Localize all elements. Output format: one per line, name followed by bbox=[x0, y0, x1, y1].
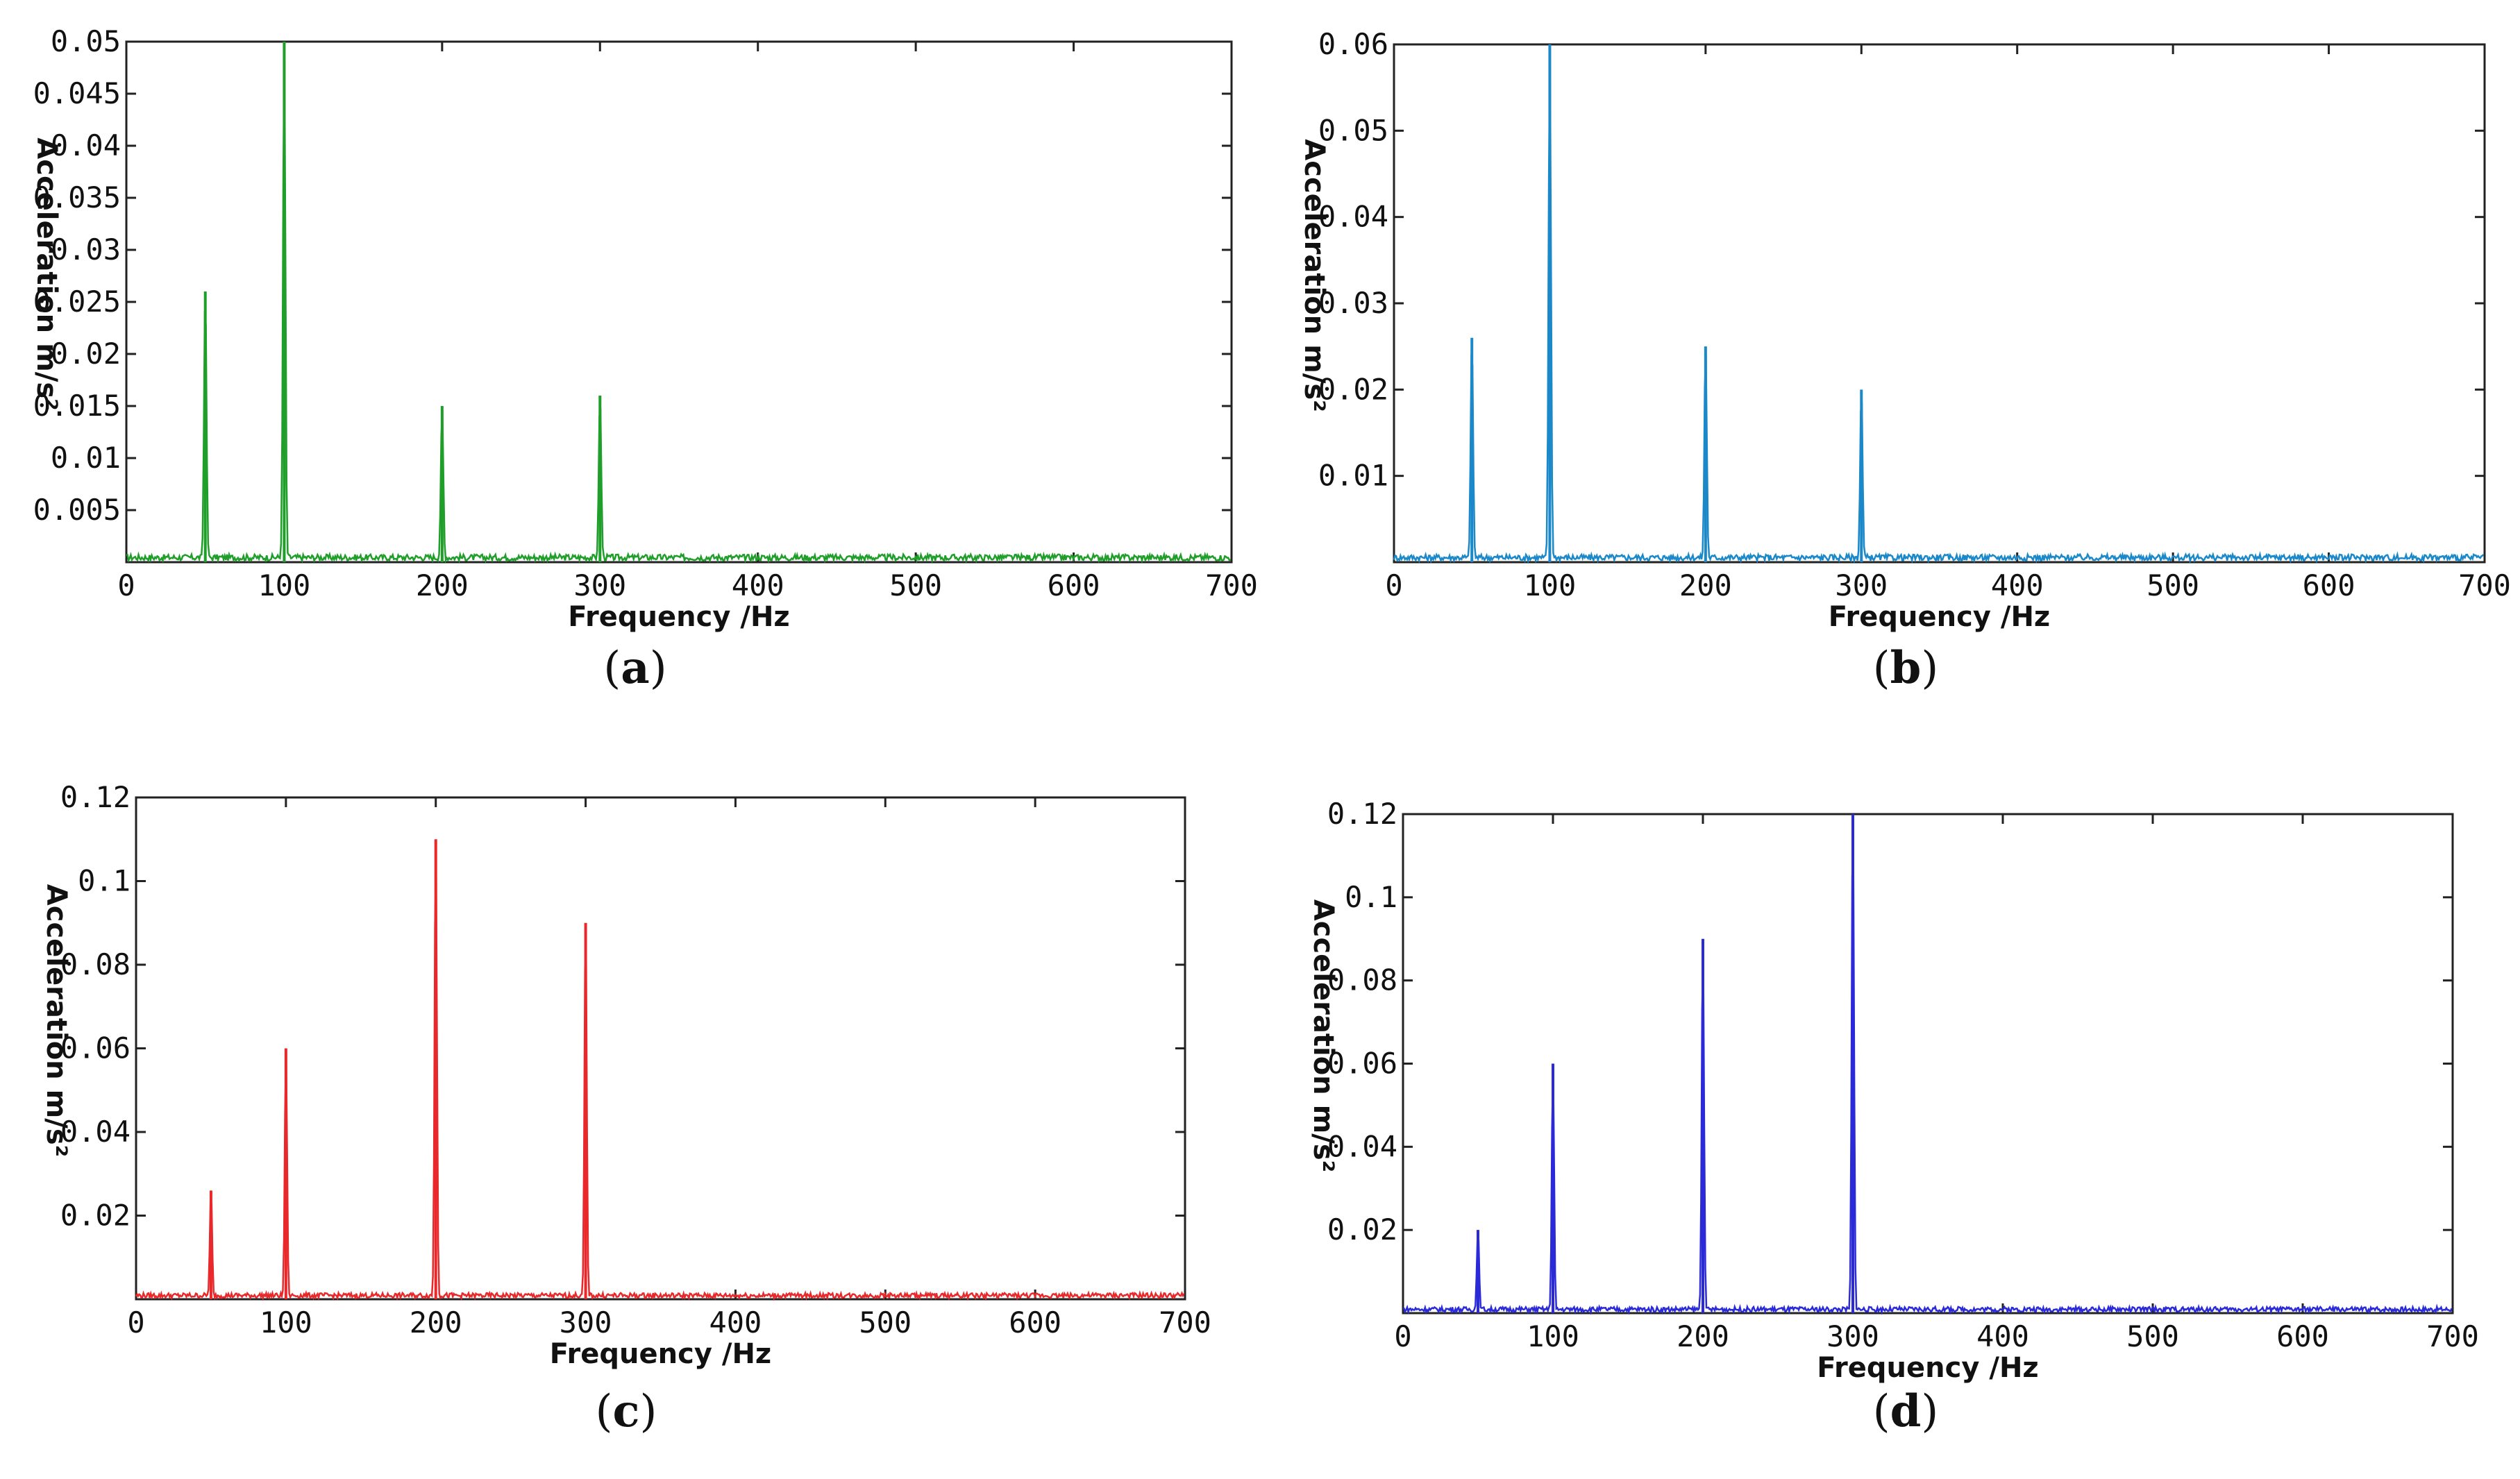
x-tick-label: 100 bbox=[1527, 1319, 1579, 1353]
y-tick-label: 0.06 bbox=[1327, 1047, 1397, 1081]
x-tick-label: 400 bbox=[1991, 568, 2044, 602]
y-tick-label: 0.005 bbox=[33, 493, 121, 527]
x-tick-label: 400 bbox=[1976, 1319, 2029, 1353]
y-tick-label: 0.05 bbox=[51, 24, 121, 58]
y-tick-label: 0.1 bbox=[1345, 880, 1397, 914]
y-tick-label: 0.05 bbox=[1318, 113, 1388, 147]
y-tick-label: 0.02 bbox=[60, 1199, 131, 1233]
x-tick-label: 700 bbox=[2458, 568, 2511, 602]
y-tick-label: 0.02 bbox=[51, 337, 121, 371]
y-tick-label: 0.12 bbox=[60, 780, 131, 814]
panel-letter: c bbox=[612, 1385, 640, 1437]
spectrum-line bbox=[135, 854, 1185, 1301]
x-tick-label: 500 bbox=[2126, 1319, 2179, 1353]
y-axis-title: Acceleration m/s² bbox=[40, 884, 72, 1157]
x-axis-title: Frequency /Hz bbox=[550, 1338, 771, 1370]
x-tick-label: 500 bbox=[2147, 568, 2199, 602]
y-tick-label: 0.015 bbox=[33, 389, 121, 423]
x-axis-title: Frequency /Hz bbox=[568, 601, 789, 633]
y-tick-label: 0.08 bbox=[1327, 963, 1397, 997]
y-axis-title: Acceleration m/s² bbox=[31, 137, 62, 410]
x-tick-label: 600 bbox=[1048, 568, 1100, 602]
y-tick-label: 0.02 bbox=[1327, 1212, 1397, 1246]
y-tick-label: 0.01 bbox=[1318, 459, 1388, 493]
chart-panel-b: 0 100 200 300 400 500 600 700 0.01 0.02 0.03 0.04 0.… bbox=[1260, 0, 2520, 739]
x-tick-label: 100 bbox=[260, 1305, 312, 1339]
plot-frame bbox=[125, 40, 1233, 564]
y-tick-label: 0.01 bbox=[51, 441, 121, 475]
spectrum-line bbox=[126, 46, 1231, 564]
x-tick-label: 600 bbox=[2303, 568, 2355, 602]
x-tick-label: 300 bbox=[1835, 568, 1888, 602]
plot-frame bbox=[1393, 43, 2486, 564]
panel-caption: (d) bbox=[1872, 1385, 1939, 1437]
panel-letter: d bbox=[1890, 1385, 1922, 1437]
y-tick-label: 0.03 bbox=[51, 233, 121, 267]
x-tick-label: 200 bbox=[410, 1305, 462, 1339]
x-tick-label: 500 bbox=[889, 568, 942, 602]
y-tick-label: 0.02 bbox=[1318, 372, 1388, 406]
chart-svg: 0 100 200 300 400 500 600 700 0.02 0.04 0.06 0.08 0.… bbox=[40, 780, 1211, 1370]
x-tick-label: 300 bbox=[573, 568, 626, 602]
y-tick-label: 0.04 bbox=[1318, 200, 1388, 234]
spectrum-line bbox=[1393, 49, 2485, 564]
chart-panel-a: 0 100 200 300 400 500 600 700 0.005 0.01 0.015 0.02… bbox=[0, 0, 1260, 739]
y-tick-label: 0.06 bbox=[60, 1031, 131, 1065]
chart-panel-d: 0 100 200 300 400 500 600 700 0.02 0.04 0.06 0.08 0.… bbox=[1260, 740, 2520, 1479]
x-axis-title: Frequency /Hz bbox=[1829, 601, 2050, 633]
y-axis-title: Acceleration m/s² bbox=[1298, 139, 1330, 412]
x-tick-label: 300 bbox=[560, 1305, 612, 1339]
x-tick-label: 700 bbox=[1159, 1305, 1211, 1339]
y-tick-label: 0.035 bbox=[33, 180, 121, 214]
panel-caption: (c) bbox=[595, 1385, 657, 1437]
x-tick-label: 600 bbox=[2276, 1319, 2329, 1353]
panel-letter: a bbox=[621, 642, 650, 694]
chart-svg: 0 100 200 300 400 500 600 700 0.01 0.02 0.03 0.04 0.… bbox=[1298, 27, 2511, 633]
plot-frame bbox=[1402, 813, 2454, 1315]
x-tick-label: 200 bbox=[416, 568, 469, 602]
panel-letter: b bbox=[1890, 642, 1922, 694]
y-tick-label: 0.06 bbox=[1318, 27, 1388, 61]
x-tick-label: 100 bbox=[258, 568, 310, 602]
x-tick-label: 200 bbox=[1677, 1319, 1729, 1353]
x-tick-label: 700 bbox=[2426, 1319, 2479, 1353]
y-tick-label: 0.1 bbox=[78, 864, 131, 898]
x-tick-label: 400 bbox=[709, 1305, 762, 1339]
x-tick-label: 300 bbox=[1826, 1319, 1879, 1353]
x-tick-label: 0 bbox=[1394, 1319, 1411, 1353]
x-axis-title: Frequency /Hz bbox=[1817, 1352, 2038, 1384]
x-tick-label: 0 bbox=[1385, 568, 1402, 602]
x-tick-label: 700 bbox=[1205, 568, 1258, 602]
panel-caption: (b) bbox=[1872, 642, 1939, 694]
chart-svg: 0 100 200 300 400 500 600 700 0.005 0.01 0.015 0.02… bbox=[31, 24, 1258, 633]
y-tick-label: 0.04 bbox=[60, 1115, 131, 1149]
x-tick-label: 200 bbox=[1679, 568, 1732, 602]
y-tick-label: 0.12 bbox=[1327, 797, 1397, 831]
y-axis-title: Acceleration m/s² bbox=[1307, 899, 1339, 1172]
x-tick-label: 600 bbox=[1009, 1305, 1061, 1339]
x-tick-label: 0 bbox=[117, 568, 135, 602]
plot-frame bbox=[135, 796, 1186, 1301]
chart-svg: 0 100 200 300 400 500 600 700 0.02 0.04 0.06 0.08 0.… bbox=[1307, 797, 2479, 1384]
x-tick-label: 0 bbox=[127, 1305, 144, 1339]
x-tick-label: 100 bbox=[1523, 568, 1576, 602]
y-tick-label: 0.08 bbox=[60, 947, 131, 981]
y-tick-label: 0.025 bbox=[33, 285, 121, 319]
y-tick-label: 0.04 bbox=[1327, 1129, 1397, 1163]
y-tick-label: 0.03 bbox=[1318, 286, 1388, 320]
y-tick-label: 0.045 bbox=[33, 76, 121, 110]
panel-caption: (a) bbox=[603, 642, 667, 694]
x-tick-label: 400 bbox=[732, 568, 784, 602]
x-tick-label: 500 bbox=[859, 1305, 912, 1339]
chart-panel-c: 0 100 200 300 400 500 600 700 0.02 0.04 0.06 0.08 0.… bbox=[0, 740, 1260, 1479]
spectrum-line bbox=[1402, 850, 2453, 1315]
y-tick-label: 0.04 bbox=[51, 128, 121, 162]
